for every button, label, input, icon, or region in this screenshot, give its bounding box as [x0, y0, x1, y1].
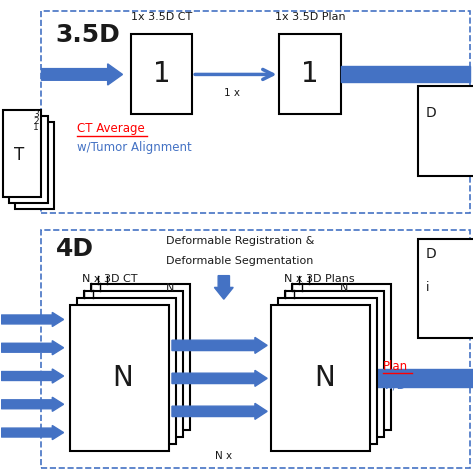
- Text: N x 3D CT: N x 3D CT: [82, 274, 137, 284]
- Bar: [419, 86, 474, 176]
- FancyArrow shape: [1, 369, 64, 383]
- Text: CT Average: CT Average: [77, 122, 145, 136]
- Text: 1x 3.5D Plan: 1x 3.5D Plan: [275, 12, 346, 22]
- Bar: [70, 305, 169, 451]
- Bar: [271, 305, 370, 451]
- Text: Plan: Plan: [383, 360, 408, 373]
- Text: T: T: [14, 146, 25, 164]
- FancyArrow shape: [1, 312, 64, 327]
- FancyArrow shape: [172, 337, 267, 354]
- Bar: [41, 11, 470, 213]
- Bar: [41, 230, 470, 468]
- Text: N: N: [113, 365, 133, 392]
- Bar: [9, 116, 47, 203]
- Bar: [84, 291, 183, 438]
- Bar: [131, 35, 192, 115]
- Bar: [15, 122, 54, 209]
- Bar: [3, 110, 41, 197]
- Bar: [292, 284, 391, 430]
- Text: 3: 3: [34, 110, 39, 119]
- Text: 2: 2: [34, 117, 39, 126]
- FancyArrow shape: [1, 426, 64, 439]
- Text: Deformable Registration &: Deformable Registration &: [166, 236, 315, 246]
- FancyArrow shape: [214, 276, 233, 299]
- Text: N: N: [166, 283, 174, 293]
- Bar: [341, 66, 470, 82]
- Bar: [373, 369, 473, 387]
- Text: 1: 1: [301, 60, 319, 89]
- Text: N x: N x: [215, 451, 232, 461]
- Text: 4D: 4D: [55, 237, 93, 261]
- FancyArrow shape: [172, 370, 267, 386]
- Text: N x 3D Plans: N x 3D Plans: [284, 274, 355, 284]
- FancyArrow shape: [172, 403, 267, 419]
- Text: 1: 1: [34, 123, 39, 132]
- Text: i: i: [426, 281, 429, 294]
- Text: w/D: w/D: [383, 379, 406, 392]
- Text: Deformable Segmentation: Deformable Segmentation: [166, 256, 314, 266]
- Text: 3.5D: 3.5D: [55, 23, 120, 46]
- FancyArrow shape: [1, 397, 64, 411]
- Text: D: D: [426, 106, 436, 120]
- Text: w/Tumor Alignment: w/Tumor Alignment: [77, 141, 191, 154]
- Text: D: D: [426, 247, 436, 261]
- Bar: [285, 291, 384, 438]
- Text: 1x 3.5D CT: 1x 3.5D CT: [131, 12, 192, 22]
- Text: 1 x: 1 x: [224, 88, 240, 98]
- Bar: [278, 298, 377, 444]
- FancyArrow shape: [41, 64, 122, 85]
- Bar: [91, 284, 190, 430]
- Text: 1: 1: [153, 60, 171, 89]
- Text: N: N: [340, 283, 348, 293]
- Text: N: N: [314, 365, 335, 392]
- Bar: [419, 239, 474, 338]
- FancyArrow shape: [1, 341, 64, 355]
- Bar: [77, 298, 176, 444]
- Bar: [279, 35, 341, 115]
